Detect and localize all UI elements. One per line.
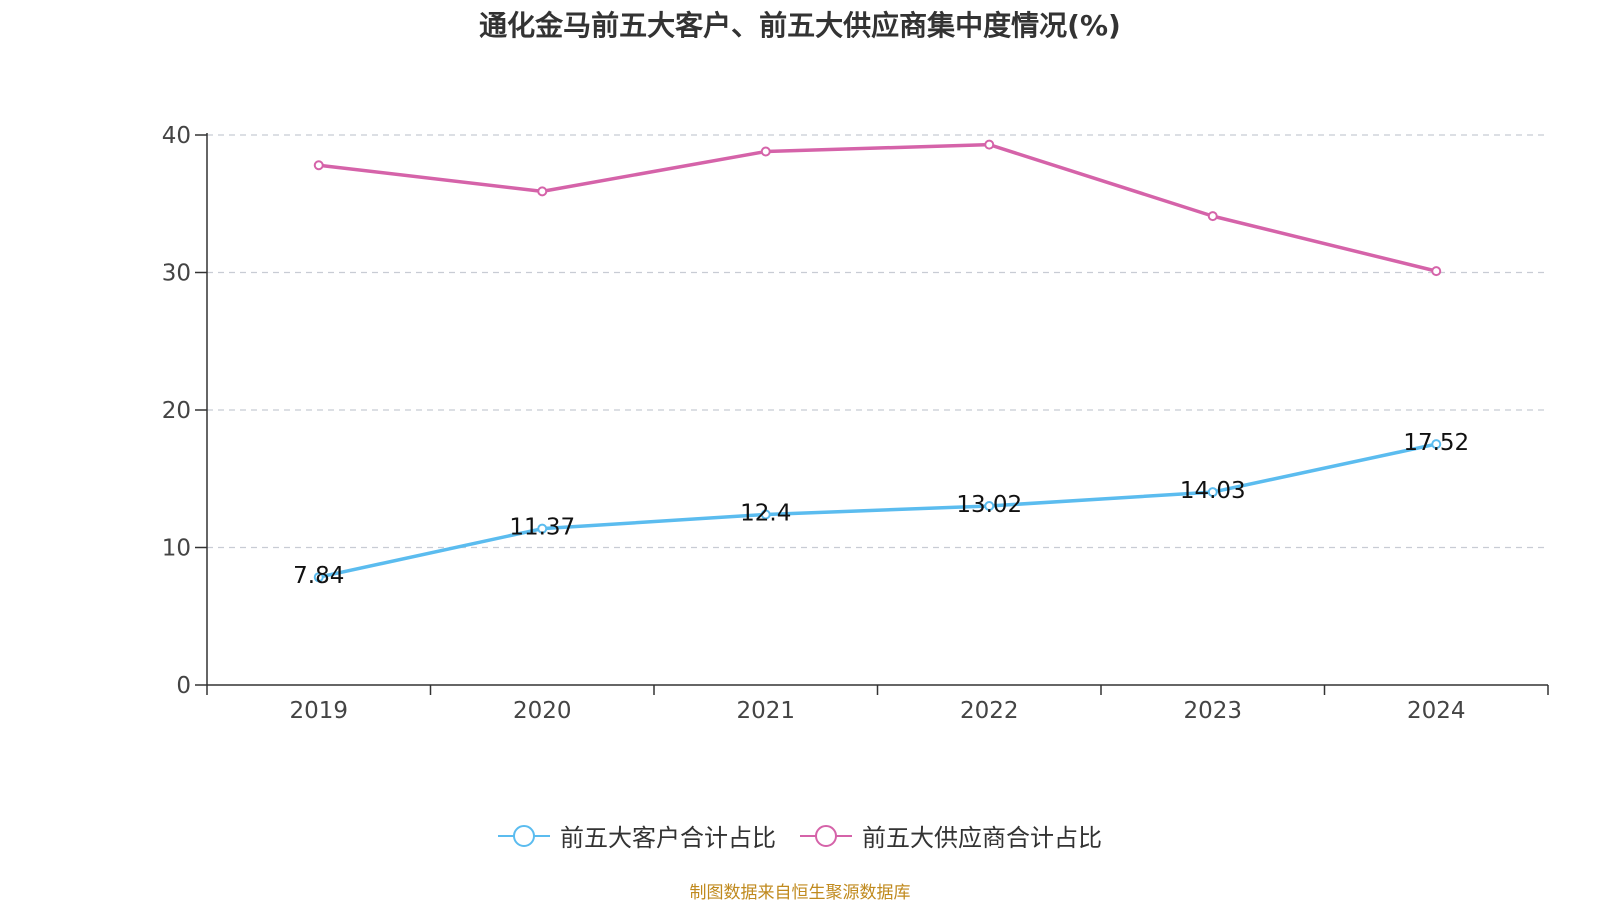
y-tick-label: 10 bbox=[162, 536, 191, 562]
data-point[interactable] bbox=[537, 186, 548, 197]
y-tick-label: 30 bbox=[162, 261, 191, 287]
series-line-0 bbox=[318, 442, 1437, 579]
data-source-note: 制图数据来自恒生聚源数据库 bbox=[689, 883, 911, 903]
data-label: 14.03 bbox=[1180, 478, 1246, 504]
legend-swatch-customers bbox=[498, 824, 550, 847]
x-tick-label: 2019 bbox=[289, 698, 348, 724]
legend: 前五大客户合计占比 前五大供应商合计占比 bbox=[0, 818, 1600, 853]
legend-swatch-suppliers bbox=[800, 824, 852, 847]
legend-item-customers[interactable]: 前五大客户合计占比 bbox=[498, 818, 776, 853]
data-point[interactable] bbox=[1431, 439, 1442, 450]
data-point[interactable] bbox=[537, 523, 548, 534]
data-point[interactable] bbox=[1431, 266, 1442, 277]
x-tick-label: 2022 bbox=[960, 698, 1019, 724]
data-point[interactable] bbox=[760, 146, 771, 157]
data-point[interactable] bbox=[313, 572, 324, 583]
chart-title: 通化金马前五大客户、前五大供应商集中度情况(%) bbox=[479, 9, 1121, 42]
series-lines bbox=[313, 139, 1442, 583]
data-point[interactable] bbox=[984, 500, 995, 511]
data-point[interactable] bbox=[1207, 487, 1218, 498]
x-tick-label: 2020 bbox=[513, 698, 572, 724]
y-tick-label: 40 bbox=[162, 123, 191, 149]
data-label: 17.52 bbox=[1403, 430, 1469, 456]
data-label: 11.37 bbox=[509, 515, 575, 541]
legend-item-suppliers[interactable]: 前五大供应商合计占比 bbox=[800, 818, 1102, 853]
data-label: 7.84 bbox=[293, 563, 344, 589]
x-tick-label: 2021 bbox=[736, 698, 795, 724]
data-labels: 7.84 11.37 12.4 13.02 14.03 17.52 bbox=[293, 430, 1469, 589]
x-tick-label: 2023 bbox=[1183, 698, 1242, 724]
data-point[interactable] bbox=[984, 139, 995, 150]
data-point[interactable] bbox=[313, 160, 324, 171]
legend-label-suppliers: 前五大供应商合计占比 bbox=[862, 824, 1102, 852]
data-label: 13.02 bbox=[956, 492, 1022, 518]
grid-lines bbox=[207, 134, 1548, 549]
y-tick-label: 20 bbox=[162, 398, 191, 424]
series-line-1 bbox=[318, 142, 1437, 273]
data-point[interactable] bbox=[1207, 211, 1218, 222]
y-tick-label: 0 bbox=[176, 673, 191, 699]
legend-label-customers: 前五大客户合计占比 bbox=[560, 824, 776, 852]
axes: 0 10 20 30 40 2019 2020 2021 2022 2023 2024 bbox=[162, 123, 1549, 724]
data-point[interactable] bbox=[760, 509, 771, 520]
x-tick-label: 2024 bbox=[1407, 698, 1466, 724]
data-label: 12.4 bbox=[740, 501, 791, 527]
